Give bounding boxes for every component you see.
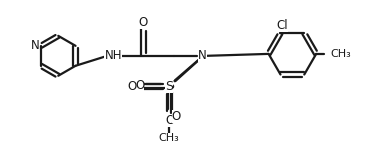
Text: O: O [166, 114, 175, 127]
Text: CH₃: CH₃ [158, 133, 179, 143]
Text: O: O [135, 79, 144, 92]
Text: NH: NH [104, 49, 122, 62]
Text: O: O [139, 16, 148, 29]
Text: N: N [31, 39, 40, 52]
Text: S: S [165, 80, 173, 93]
Text: Cl: Cl [277, 19, 288, 32]
Text: CH₃: CH₃ [331, 49, 351, 59]
Text: N: N [198, 49, 206, 62]
Text: S: S [166, 79, 174, 92]
Text: O: O [172, 110, 181, 123]
Text: O: O [127, 80, 136, 93]
